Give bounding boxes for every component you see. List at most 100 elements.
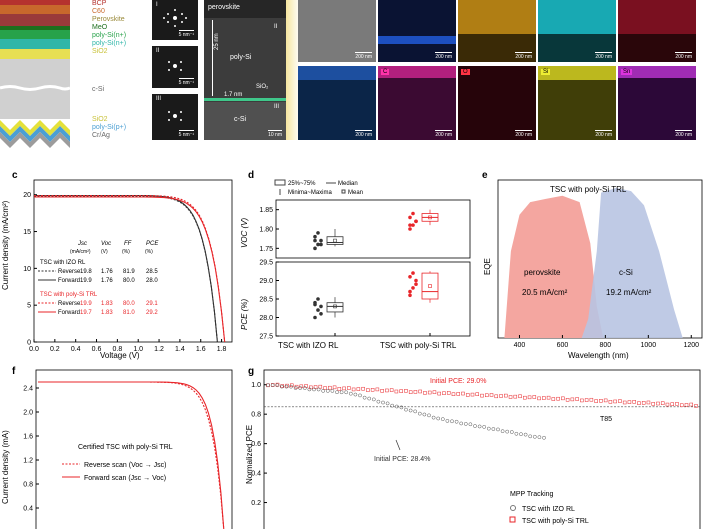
chart-f: 0.00.40.81.21.62.02.4 Current density (m…	[1, 369, 233, 529]
data-point-polysi	[589, 397, 594, 402]
data-point-polysi	[637, 401, 641, 405]
data-point-izo	[358, 393, 362, 398]
data-point	[411, 271, 415, 275]
data-point-polysi	[570, 397, 575, 402]
data-point-izo	[266, 383, 270, 388]
d-category: TSC with poly-Si TRL	[380, 341, 457, 350]
data-point-polysi	[318, 384, 323, 389]
x-tick-label: 1.8	[217, 346, 227, 353]
panel-label-g: g	[248, 366, 255, 377]
eds-maps: 200 nm 200 nm 200 nm 200 nm 200 nm Pt200…	[298, 0, 706, 145]
jv-curve	[34, 194, 226, 343]
data-point-polysi	[275, 382, 280, 387]
data-point-izo	[390, 403, 395, 408]
g-annotation: Initial PCE: 28.4%	[374, 456, 430, 463]
data-point-izo	[523, 432, 528, 437]
y-tick-label: 15	[23, 229, 31, 236]
data-point	[408, 215, 412, 220]
data-point-polysi	[432, 390, 437, 394]
eds-map: 200 nm	[538, 0, 616, 62]
eds-map-si: Si 200 nm	[538, 66, 616, 140]
plot-frame	[275, 261, 471, 337]
data-point-polysi	[408, 390, 413, 394]
y-tick-label: 2.0	[23, 410, 33, 417]
chart-d: 1.75 1.80 1.85 27.5 28.0 28.5 29.0 29.5 25%~75%…	[240, 179, 471, 350]
eds-map-pt: Pt200 nm	[298, 66, 376, 140]
data-point-polysi	[480, 393, 484, 398]
data-point-polysi	[599, 399, 603, 403]
scale-bar: 5 nm⁻¹	[178, 32, 194, 38]
table-unit: (%)	[122, 249, 130, 255]
stack-labels: BCP C60 Perovskite MeO poly-Si(n+) poly-…	[92, 0, 126, 56]
stack-labels-bottom: SiO2 poly-Si(p+) Cr/Ag	[92, 116, 126, 140]
x-tick-label: 800	[600, 342, 612, 349]
cell: 28.0	[146, 278, 158, 284]
data-point-polysi	[504, 393, 508, 398]
data-point-polysi	[499, 394, 503, 398]
tem-sio2-label: SiO₂	[256, 84, 269, 90]
data-point-polysi	[380, 389, 384, 393]
y-tick-label: 0.2	[251, 500, 261, 507]
data-point-polysi	[351, 387, 356, 392]
data-point-polysi	[489, 393, 494, 397]
saed-pattern-3: III 5 nm⁻¹	[152, 94, 198, 140]
data-point-izo	[519, 432, 523, 437]
data-point	[313, 234, 317, 239]
data-point-polysi	[675, 402, 679, 406]
data-point-izo	[404, 407, 408, 412]
iv-curve	[38, 381, 225, 529]
g-ylabel: Normalized PCE	[245, 425, 254, 484]
table-header: Voc	[101, 241, 111, 247]
legend-marker-polysi	[509, 516, 516, 523]
legend-label: Mean	[348, 190, 363, 196]
mean-marker	[428, 284, 432, 288]
data-point-izo	[381, 400, 385, 405]
scale-bar: 200 nm	[675, 54, 692, 60]
x-tick-label: 0.6	[92, 346, 102, 353]
x-tick-label: 400	[514, 342, 526, 349]
data-point-izo	[459, 421, 464, 426]
hrtem-image: perovskite II 25 nm poly-Si SiO₂ 1.7 nm …	[204, 0, 286, 140]
data-point-polysi	[618, 399, 622, 403]
data-point-izo	[528, 434, 533, 439]
iv-curve	[38, 381, 225, 529]
e-series-label: perovskite	[524, 268, 561, 277]
data-point	[313, 302, 317, 307]
data-point-izo	[482, 425, 487, 429]
data-point-polysi	[646, 400, 651, 405]
y-tick-label: 1.2	[23, 458, 33, 465]
data-point-izo	[486, 426, 491, 431]
data-point	[319, 238, 323, 243]
y-tick-label: 0.8	[23, 482, 33, 489]
data-point-izo	[496, 427, 500, 432]
panel-label-e: e	[482, 170, 488, 181]
tem-thin-label: 1.7 nm	[224, 92, 243, 98]
panel-label-f: f	[12, 366, 16, 377]
data-point-polysi	[451, 392, 456, 397]
f-ylabel: Current density (mA)	[1, 430, 10, 504]
legend-marker-izo	[510, 505, 516, 511]
thickness-arrow	[212, 20, 213, 96]
data-point-polysi	[418, 389, 422, 394]
data-point	[408, 275, 412, 279]
scale-bar: 200 nm	[435, 54, 452, 60]
c-xlabel: Voltage (V)	[100, 351, 140, 360]
data-point-izo	[321, 388, 326, 393]
data-point-polysi	[370, 388, 375, 392]
data-point	[414, 278, 418, 283]
scale-bar: 200 nm	[515, 54, 532, 60]
x-tick-label: 0.2	[50, 346, 60, 353]
cell: 29.2	[146, 310, 158, 316]
eds-map: 200 nm	[458, 0, 536, 62]
x-tick-label: 0.8	[113, 346, 123, 353]
y-tick-label: 1.75	[259, 246, 273, 253]
data-point-izo	[408, 408, 413, 413]
data-point-polysi	[332, 385, 337, 390]
data-point-izo	[537, 435, 542, 440]
data-point	[408, 293, 412, 298]
data-point-izo	[417, 411, 422, 416]
cell: 19.7	[80, 310, 92, 316]
scale-bar: 200 nm	[355, 54, 372, 60]
data-point-polysi	[328, 385, 332, 390]
row-label: Forward	[58, 310, 80, 316]
